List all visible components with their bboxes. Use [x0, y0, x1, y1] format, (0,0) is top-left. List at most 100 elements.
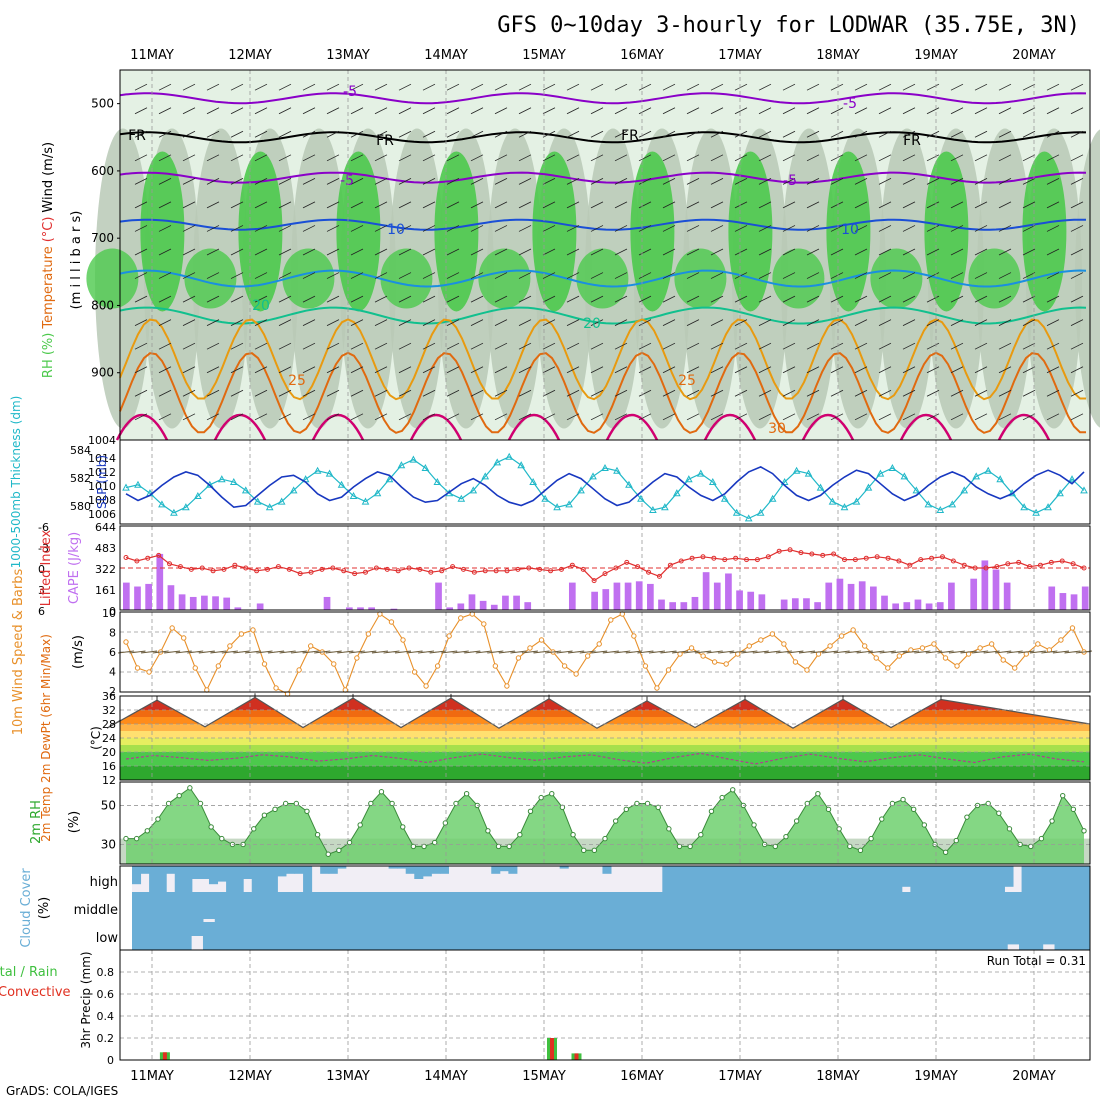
- cloud-bar: [829, 922, 843, 950]
- cloud-bar: [321, 922, 334, 950]
- wind-barb: [422, 107, 436, 115]
- cape-bar: [189, 596, 197, 610]
- wind-barb: [974, 389, 988, 397]
- wind-barb: [1022, 83, 1036, 91]
- cloud-bar: [971, 922, 985, 950]
- wind-barb: [590, 342, 604, 350]
- thickness-marker: [768, 494, 777, 502]
- wind-barb: [638, 295, 652, 303]
- cloud-bar: [344, 922, 358, 950]
- li-marker: [363, 569, 368, 575]
- wind-barb: [374, 319, 388, 326]
- thickness-marker: [1080, 486, 1088, 494]
- wind-barb: [398, 201, 412, 209]
- cloud-bar: [238, 922, 251, 950]
- wind-barb: [518, 83, 532, 91]
- slp-ylabel: SLP (mb): [95, 455, 109, 509]
- wind-barb: [902, 225, 916, 232]
- thickness-marker: [649, 505, 657, 513]
- cape-bar: [825, 582, 833, 610]
- thickness-marker: [912, 486, 921, 494]
- thickness-marker: [397, 461, 406, 469]
- rh-marker: [517, 832, 523, 838]
- wind-barb: [326, 201, 340, 209]
- wind-barb: [326, 342, 340, 350]
- wind-barb: [782, 248, 796, 256]
- thickness-marker: [744, 514, 753, 522]
- cloud-bar: [1007, 892, 1020, 922]
- wind-barb: [614, 154, 628, 162]
- wind-barb: [926, 248, 940, 256]
- wind-barb: [302, 650, 319, 654]
- wind-barb: [556, 650, 573, 654]
- cape-bar: [914, 599, 922, 610]
- wind-barb: [158, 154, 172, 162]
- wind-barb: [406, 650, 423, 654]
- wind-barb: [830, 413, 844, 421]
- li-marker: [428, 569, 434, 575]
- cape-bar: [490, 604, 498, 610]
- li-marker: [885, 555, 891, 561]
- wind-barb: [510, 650, 527, 654]
- li-marker: [950, 558, 956, 564]
- wind-barb: [1064, 650, 1081, 654]
- wind-barb: [518, 319, 532, 326]
- wind-barb: [398, 107, 412, 115]
- thickness-marker: [313, 466, 322, 474]
- li-marker: [939, 554, 945, 560]
- cloud-bar: [356, 892, 370, 922]
- cloud-bar: [739, 866, 749, 892]
- wind-barb: [856, 650, 873, 654]
- thickness-marker: [589, 472, 597, 480]
- wind-barb: [182, 130, 196, 138]
- cape-bar: [513, 595, 520, 610]
- cloud-bar: [508, 866, 518, 874]
- wind-barb: [350, 248, 364, 256]
- cloud-bar: [794, 922, 807, 950]
- li-marker: [319, 566, 325, 572]
- cloud-bar: [320, 866, 330, 874]
- wind-barb: [758, 83, 772, 91]
- cloud-bar: [155, 892, 168, 922]
- rh-marker: [144, 828, 150, 834]
- wind-barb: [950, 201, 964, 209]
- wind-barb: [182, 107, 196, 115]
- cape-bar: [468, 594, 476, 610]
- wind-barb: [398, 295, 412, 303]
- li-marker: [635, 564, 641, 570]
- wind-barb: [1070, 319, 1084, 326]
- rh-marker: [879, 816, 885, 822]
- wind-barb: [734, 83, 748, 91]
- rh-green-shade: [86, 248, 139, 309]
- wind-barb: [758, 295, 772, 303]
- li-marker: [1037, 562, 1043, 568]
- wind-barb: [494, 225, 508, 232]
- cloud-bar: [853, 892, 866, 922]
- contour-label: 20: [252, 298, 270, 314]
- wind-barb: [782, 107, 796, 115]
- cloud-bar: [593, 892, 606, 922]
- wind-barb: [974, 154, 988, 162]
- wind-barb: [1046, 201, 1060, 209]
- li-marker: [177, 564, 183, 570]
- cape-bar: [647, 583, 654, 610]
- wind-barb: [854, 342, 868, 350]
- wind-barb: [206, 225, 220, 232]
- thickness-marker: [840, 503, 849, 511]
- cloud-bar: [167, 892, 180, 922]
- cape-bar: [256, 603, 264, 610]
- isotherm-line: [119, 92, 1087, 105]
- wind-barb: [182, 154, 196, 162]
- cloud-bar: [1007, 922, 1020, 945]
- date-label-bottom: 12MAY: [228, 1069, 272, 1084]
- wind-barb: [182, 319, 196, 326]
- cloud-bar: [711, 892, 724, 922]
- wind-speed-marker: [931, 641, 937, 647]
- wind-barb: [950, 342, 964, 350]
- wind-barb: [974, 366, 988, 374]
- wind-barb: [950, 366, 964, 374]
- thickness-marker: [924, 500, 933, 508]
- wind-speed-marker: [723, 661, 729, 667]
- wind-barb: [686, 272, 700, 279]
- upper-air-yunit: (m i l l i b a r s): [69, 211, 84, 310]
